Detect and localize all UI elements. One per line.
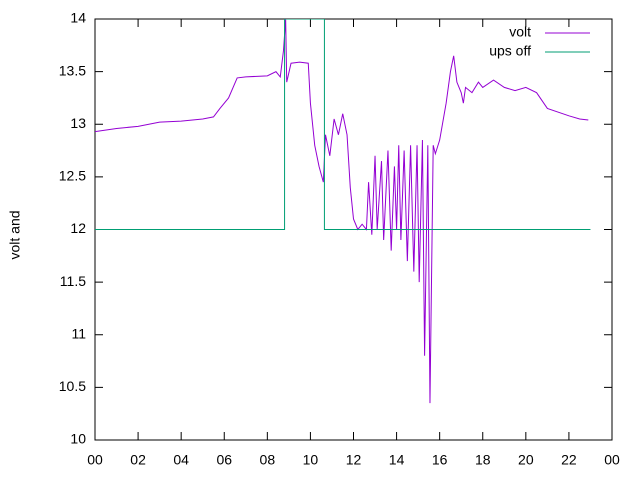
x-tick-label: 02 [130, 452, 146, 468]
y-tick-label: 12 [70, 220, 86, 236]
x-tick-label: 10 [303, 452, 319, 468]
y-tick-label: 13.5 [59, 62, 86, 78]
y-tick-label: 11 [71, 325, 86, 341]
y-tick-label: 12.5 [59, 168, 86, 184]
y-axis-label: volt and [7, 210, 23, 259]
plot-area [95, 19, 591, 404]
x-tick-label: 08 [260, 452, 276, 468]
x-tick-label: 18 [475, 452, 491, 468]
x-tick-label: 14 [389, 452, 405, 468]
x-tick-label: 04 [173, 452, 189, 468]
series-line [95, 19, 589, 404]
y-tick-label: 13 [70, 115, 86, 131]
x-tick-label: 20 [518, 452, 534, 468]
legend-label: ups off [489, 43, 531, 59]
x-tick-label: 22 [561, 452, 577, 468]
x-tick-label: 12 [346, 452, 362, 468]
x-tick-label: 16 [432, 452, 448, 468]
legend-label: volt [509, 24, 531, 40]
x-tick-label: 06 [216, 452, 232, 468]
y-tick-label: 10.5 [59, 378, 86, 394]
y-tick-label: 10 [70, 431, 86, 447]
x-tick-label: 00 [87, 452, 103, 468]
series-line [95, 19, 591, 230]
y-tick-label: 14 [70, 10, 86, 26]
x-tick-label: 00 [604, 452, 620, 468]
y-tick-label: 11.5 [60, 273, 86, 289]
